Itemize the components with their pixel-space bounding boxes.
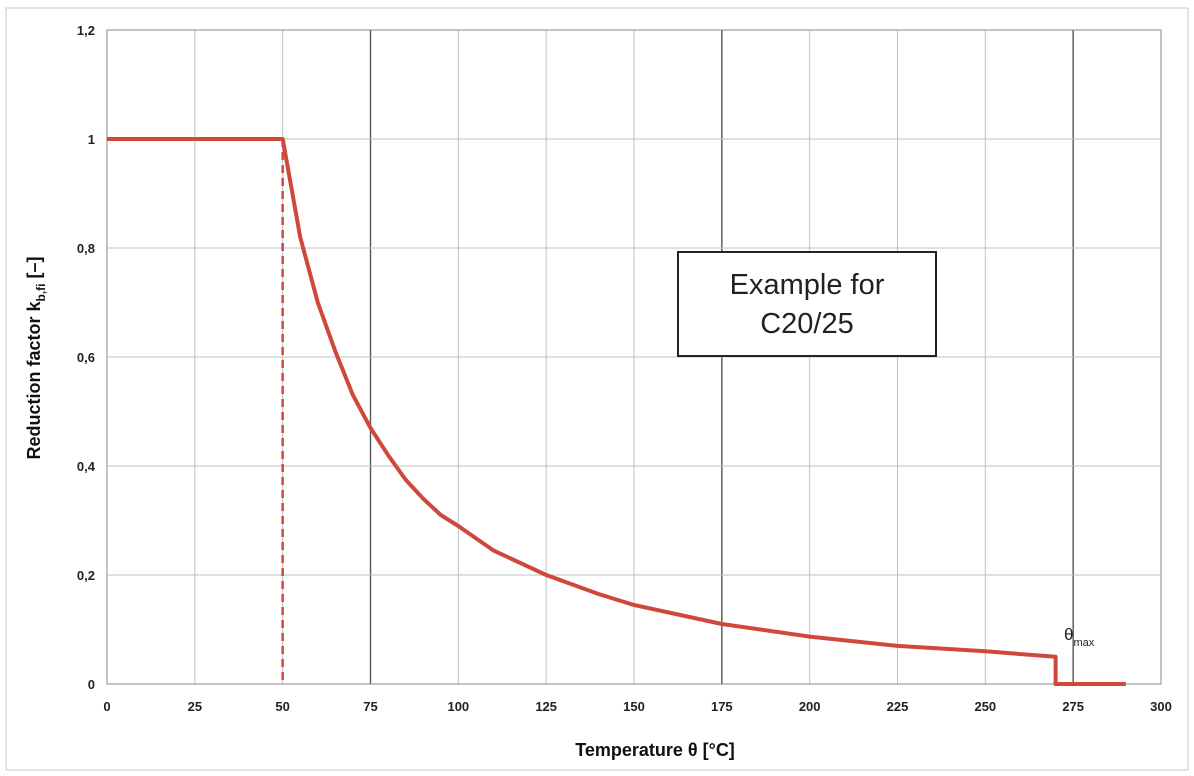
annotation-box [677,251,937,357]
x-tick-label: 125 [535,699,557,714]
x-tick-label: 150 [623,699,645,714]
y-tick-label: 0 [88,677,95,692]
axes: 0 25 50 75 100 125 150 175 200 225 250 275 300 0 0,2 0,… [77,23,1172,714]
x-tick-label: 175 [711,699,733,714]
theta-max-label: θmax [1064,625,1095,649]
annotation-line-1: Example for [730,269,885,301]
theta-max-symbol: θ [1064,625,1073,644]
theta-max-subscript: max [1073,637,1094,649]
y-axis-title-suffix: [–] [24,256,44,283]
plot-frame [106,29,1162,685]
x-tick-label: 200 [799,699,821,714]
x-tick-label: 250 [974,699,996,714]
x-tick-label: 275 [1062,699,1084,714]
y-tick-label: 1 [88,132,95,147]
series-line [107,137,1126,686]
x-tick-label: 25 [188,699,202,714]
x-tick-label: 50 [275,699,289,714]
y-tick-label: 0,4 [77,459,96,474]
x-tick-label: 225 [887,699,909,714]
x-tick-label: 100 [447,699,469,714]
x-tick-label: 300 [1150,699,1172,714]
series [107,137,1126,686]
annotation-line-2: C20/25 [760,308,854,340]
x-tick-label: 75 [363,699,377,714]
y-tick-label: 0,8 [77,241,95,256]
y-axis-title-main: Reduction factor k [24,301,44,460]
x-axis-title: Temperature θ [°C] [575,740,735,760]
y-axis-title-subscript: b,fi [34,283,48,301]
y-tick-label: 0,6 [77,350,95,365]
x-tick-label: 0 [103,699,110,714]
y-tick-label: 1,2 [77,23,95,38]
grid [106,29,1162,685]
y-tick-label: 0,2 [77,568,95,583]
annotations: Example for C20/25 θmax [677,251,1095,649]
y-axis-title: Reduction factor kb,fi [–] [24,256,48,459]
